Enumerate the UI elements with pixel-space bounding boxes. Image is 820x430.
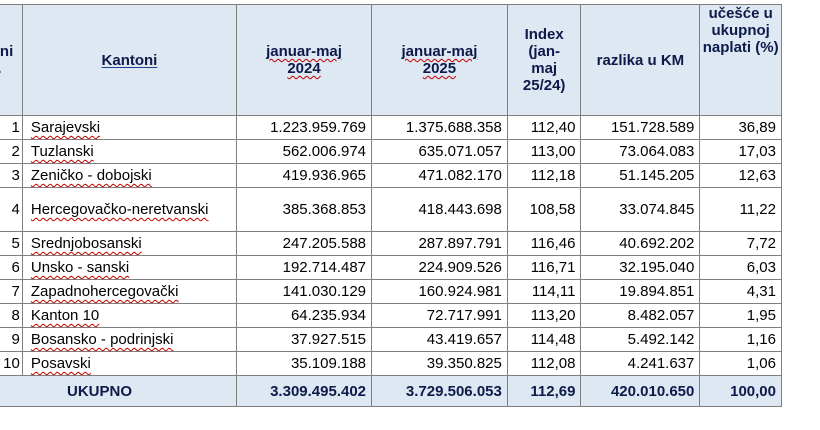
difference-km: 5.492.142 <box>580 327 701 352</box>
canton-name: Zeničko - dobojski <box>21 163 238 188</box>
canton-name: Zapadnohercegovački <box>21 279 238 304</box>
difference-km: 19.894.851 <box>580 279 701 304</box>
total-2024: 3.309.495.402 <box>235 375 373 407</box>
canton-name: Srednjobosanski <box>21 231 238 256</box>
value-2025: 418.443.698 <box>371 187 508 232</box>
table-row: 9 Bosansko - podrinjski 37.927.515 43.419.6… <box>0 327 782 352</box>
canton-name: Unsko - sanski <box>21 255 238 280</box>
table-row: 2 Tuzlanski 562.006.974 635.071.057 113,00 73… <box>0 139 782 164</box>
row-number: 3 <box>0 163 23 188</box>
index-value: 113,00 <box>506 139 582 164</box>
share-percent: 6,03 <box>699 255 782 280</box>
table-row: 8 Kanton 10 64.235.934 72.717.991 113,20 8.48… <box>0 303 782 328</box>
row-number: 1 <box>0 115 23 140</box>
index-value: 116,46 <box>506 231 582 256</box>
share-percent: 1,16 <box>699 327 782 352</box>
header-rb: Redni br. <box>0 4 23 116</box>
difference-km: 8.482.057 <box>580 303 701 328</box>
canton-name: Kanton 10 <box>21 303 238 328</box>
table-body: 1 Sarajevski 1.223.959.769 1.375.688.358 112… <box>0 115 782 376</box>
value-2024: 1.223.959.769 <box>235 115 373 140</box>
index-value: 114,48 <box>506 327 582 352</box>
total-label: UKUPNO <box>0 375 237 407</box>
canton-name: Bosansko - podrinjski <box>21 327 238 352</box>
difference-km: 32.195.040 <box>580 255 701 280</box>
value-2024: 385.368.853 <box>235 187 373 232</box>
value-2025: 43.419.657 <box>371 327 508 352</box>
value-2025: 72.717.991 <box>371 303 508 328</box>
value-2024: 562.006.974 <box>235 139 373 164</box>
share-percent: 12,63 <box>699 163 782 188</box>
index-value: 114,11 <box>506 279 582 304</box>
total-ucesce: 100,00 <box>699 375 782 407</box>
canton-name: Posavski <box>21 351 238 376</box>
header-2024: januar-maj 2024 <box>235 4 373 116</box>
share-percent: 11,22 <box>699 187 782 232</box>
value-2025: 160.924.981 <box>371 279 508 304</box>
total-razlika: 420.010.650 <box>580 375 701 407</box>
row-number: 9 <box>0 327 23 352</box>
difference-km: 4.241.637 <box>580 351 701 376</box>
row-number: 6 <box>0 255 23 280</box>
value-2024: 419.936.965 <box>235 163 373 188</box>
row-number: 7 <box>0 279 23 304</box>
difference-km: 73.064.083 <box>580 139 701 164</box>
header-2025: januar-maj 2025 <box>371 4 508 116</box>
header-ucesce: učešće u ukupnoj naplati (%) <box>699 4 782 116</box>
value-2024: 64.235.934 <box>235 303 373 328</box>
value-2025: 471.082.170 <box>371 163 508 188</box>
row-number: 5 <box>0 231 23 256</box>
share-percent: 4,31 <box>699 279 782 304</box>
header-index: Index (jan-maj 25/24) <box>506 4 582 116</box>
difference-km: 51.145.205 <box>580 163 701 188</box>
index-value: 112,08 <box>506 351 582 376</box>
share-percent: 1,95 <box>699 303 782 328</box>
value-2025: 635.071.057 <box>371 139 508 164</box>
table-row: 5 Srednjobosanski 247.205.588 287.897.791 11… <box>0 231 782 256</box>
share-percent: 36,89 <box>699 115 782 140</box>
index-value: 116,71 <box>506 255 582 280</box>
index-value: 112,40 <box>506 115 582 140</box>
total-index: 112,69 <box>506 375 582 407</box>
value-2024: 141.030.129 <box>235 279 373 304</box>
value-2024: 247.205.588 <box>235 231 373 256</box>
table-row: 3 Zeničko - dobojski 419.936.965 471.082.17… <box>0 163 782 188</box>
index-value: 112,18 <box>506 163 582 188</box>
value-2024: 37.927.515 <box>235 327 373 352</box>
value-2024: 35.109.188 <box>235 351 373 376</box>
canton-name: Tuzlanski <box>21 139 238 164</box>
row-number: 2 <box>0 139 23 164</box>
share-percent: 7,72 <box>699 231 782 256</box>
total-2025: 3.729.506.053 <box>371 375 508 407</box>
table-row: 4 Hercegovačko-neretvanski 385.368.853 418.… <box>0 187 782 232</box>
difference-km: 40.692.202 <box>580 231 701 256</box>
value-2025: 39.350.825 <box>371 351 508 376</box>
table-row: 10 Posavski 35.109.188 39.350.825 112,08 4.24… <box>0 351 782 376</box>
row-number: 4 <box>0 187 23 232</box>
difference-km: 33.074.845 <box>580 187 701 232</box>
value-2025: 1.375.688.358 <box>371 115 508 140</box>
difference-km: 151.728.589 <box>580 115 701 140</box>
row-number: 8 <box>0 303 23 328</box>
total-row: UKUPNO 3.309.495.402 3.729.506.053 112,6… <box>0 375 782 407</box>
canton-name: Sarajevski <box>21 115 238 140</box>
row-number: 10 <box>0 351 23 376</box>
share-percent: 1,06 <box>699 351 782 376</box>
share-percent: 17,03 <box>699 139 782 164</box>
table-row: 7 Zapadnohercegovački 141.030.129 160.924.9… <box>0 279 782 304</box>
header-razlika: razlika u KM <box>580 4 701 116</box>
value-2024: 192.714.487 <box>235 255 373 280</box>
value-2025: 224.909.526 <box>371 255 508 280</box>
revenue-by-canton-table: Redni br. Kantoni januar-maj 2024 januar… <box>0 4 782 407</box>
index-value: 108,58 <box>506 187 582 232</box>
canton-name: Hercegovačko-neretvanski <box>21 187 238 232</box>
header-kantoni: Kantoni <box>21 4 238 116</box>
index-value: 113,20 <box>506 303 582 328</box>
table-row: 1 Sarajevski 1.223.959.769 1.375.688.358 112… <box>0 115 782 140</box>
table-row: 6 Unsko - sanski 192.714.487 224.909.526 116… <box>0 255 782 280</box>
value-2025: 287.897.791 <box>371 231 508 256</box>
